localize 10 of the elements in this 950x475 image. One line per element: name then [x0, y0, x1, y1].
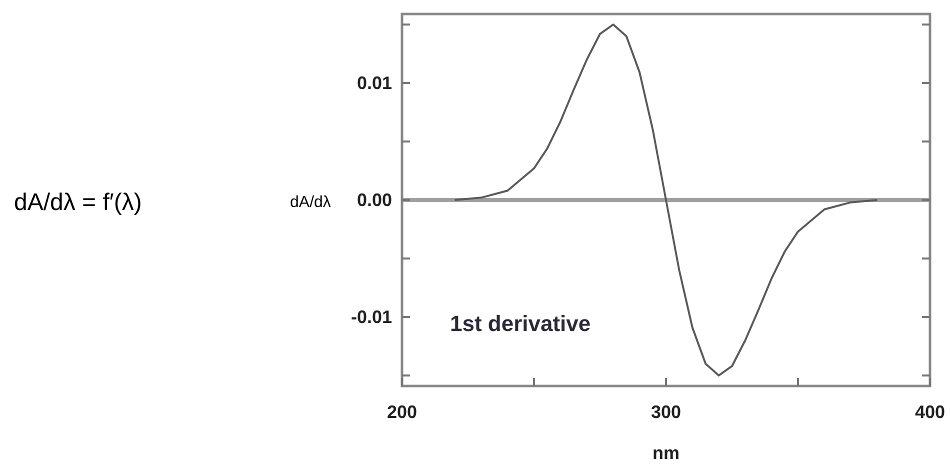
y-tick-label: 0.00 [356, 190, 392, 210]
y-axis-title: dA/dλ [290, 194, 331, 211]
x-tick-label: 300 [650, 402, 682, 422]
y-tick-label: -0.01 [350, 306, 392, 327]
x-tick-label: 400 [914, 402, 946, 422]
text: dA/dλ = f′(λ) [14, 189, 142, 216]
x-axis-title: nm [652, 443, 680, 463]
y-tick-label: 0.01 [356, 73, 392, 94]
x-tick-label: 200 [386, 402, 418, 422]
annotation: 1st derivative [450, 311, 591, 336]
